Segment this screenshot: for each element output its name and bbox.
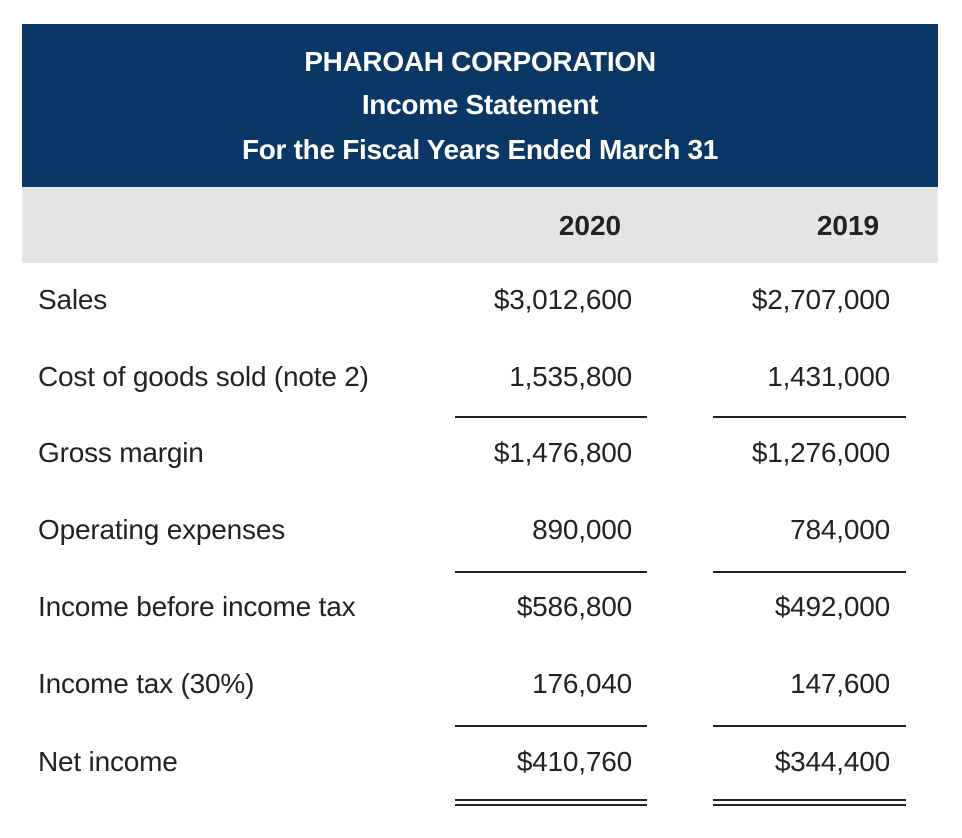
table-row-sales: Sales $3,012,600 $2,707,000: [0, 284, 962, 324]
value-2019: $1,276,000: [751, 437, 890, 468]
value-2020: 176,040: [532, 668, 632, 699]
value-2019: 784,000: [790, 514, 890, 545]
value-2019: $492,000: [774, 591, 890, 622]
table-row-income-tax: Income tax (30%) 176,040 147,600: [0, 668, 962, 708]
value-2020: 890,000: [532, 514, 632, 545]
column-header-2020: 2020: [558, 210, 622, 241]
value-2020: $410,760: [516, 746, 632, 777]
statement-period: For the Fiscal Years Ended March 31: [241, 134, 719, 165]
table-row-net-income: Net income $410,760 $344,400: [0, 746, 962, 786]
value-2019: $344,400: [774, 746, 890, 777]
value-2020: $3,012,600: [493, 284, 632, 315]
statement-header: PHAROAH CORPORATION Income Statement For…: [22, 24, 938, 187]
value-2019: 1,431,000: [767, 361, 890, 392]
table-row-gross-margin: Gross margin $1,476,800 $1,276,000: [0, 437, 962, 477]
value-2020: $586,800: [516, 591, 632, 622]
subtotal-rule: [455, 725, 647, 727]
total-double-rule: [713, 799, 906, 801]
row-label: Cost of goods sold (note 2): [38, 361, 369, 392]
table-row-cost-of-goods-sold: Cost of goods sold (note 2) 1,535,800 1,…: [0, 361, 962, 401]
subtotal-rule: [455, 416, 647, 418]
total-double-rule: [455, 799, 647, 801]
table-row-operating-expenses: Operating expenses 890,000 784,000: [0, 514, 962, 554]
value-2019: 147,600: [790, 668, 890, 699]
subtotal-rule: [455, 571, 647, 573]
table-row-income-before-tax: Income before income tax $586,800 $492,0…: [0, 591, 962, 631]
total-double-rule: [455, 804, 647, 806]
row-label: Income before income tax: [38, 591, 356, 622]
total-double-rule: [713, 804, 906, 806]
statement-title: Income Statement: [361, 89, 599, 120]
value-2020: 1,535,800: [509, 361, 632, 392]
subtotal-rule: [713, 416, 906, 418]
column-header-2019: 2019: [816, 210, 880, 241]
row-label: Operating expenses: [38, 514, 286, 545]
value-2020: $1,476,800: [493, 437, 632, 468]
column-header-row: 2020 2019: [22, 187, 938, 263]
row-label: Income tax (30%): [38, 668, 255, 699]
subtotal-rule: [713, 725, 906, 727]
row-label: Sales: [38, 284, 108, 315]
value-2019: $2,707,000: [751, 284, 890, 315]
company-name: PHAROAH CORPORATION: [304, 46, 656, 77]
row-label: Gross margin: [38, 437, 204, 468]
row-label: Net income: [38, 746, 178, 777]
subtotal-rule: [713, 571, 906, 573]
